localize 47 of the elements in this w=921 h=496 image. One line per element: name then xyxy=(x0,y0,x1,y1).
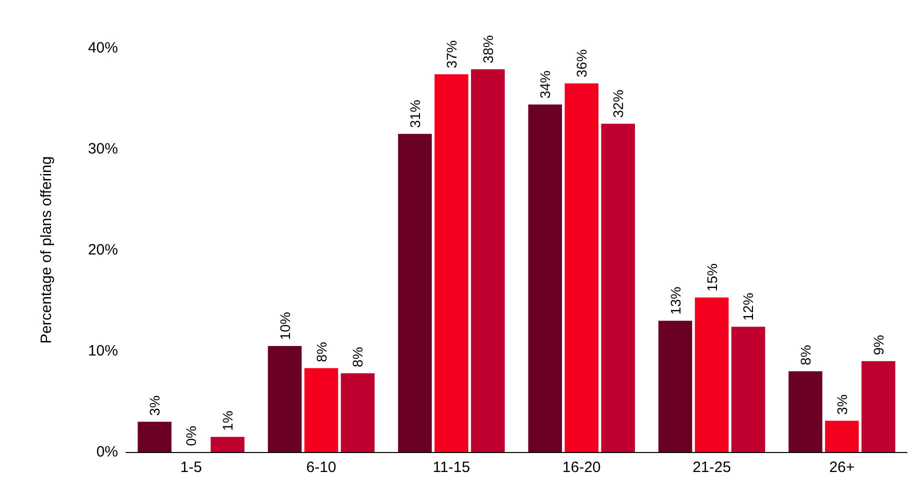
data-label: 8% xyxy=(797,344,814,366)
bar xyxy=(564,83,598,452)
bar xyxy=(862,361,896,452)
x-tick-label: 26+ xyxy=(829,459,855,476)
y-axis-title: Percentage of plans offering xyxy=(38,156,55,344)
bar xyxy=(528,104,562,452)
data-label: 8% xyxy=(350,346,366,368)
bar xyxy=(340,373,375,452)
bar xyxy=(210,436,244,452)
data-label: 8% xyxy=(313,342,330,362)
x-tick-label: 1-5 xyxy=(180,459,202,476)
bar xyxy=(268,346,302,452)
y-tick-label: 40% xyxy=(88,40,118,56)
x-tick-label: 16-20 xyxy=(562,459,601,476)
y-tick-label: 10% xyxy=(88,342,118,360)
data-label: 12% xyxy=(740,292,756,321)
bar xyxy=(731,326,766,452)
data-label: 0% xyxy=(183,426,200,446)
data-label: 36% xyxy=(574,49,590,78)
bar xyxy=(138,422,172,452)
x-tick-label: 21-25 xyxy=(692,459,731,476)
bar xyxy=(601,124,635,452)
data-label: 3% xyxy=(146,395,163,416)
data-label: 38% xyxy=(480,35,496,64)
bar xyxy=(658,320,692,452)
bar xyxy=(825,420,859,452)
data-label: 9% xyxy=(870,334,886,356)
data-label: 34% xyxy=(537,70,554,99)
data-label: 10% xyxy=(276,312,293,340)
data-label: 32% xyxy=(610,90,626,118)
bar xyxy=(788,371,822,452)
bar xyxy=(694,297,729,452)
y-tick-label: 30% xyxy=(88,140,118,158)
data-label: 3% xyxy=(834,394,850,415)
bar xyxy=(304,368,338,452)
x-tick-label: 11-15 xyxy=(432,459,470,476)
x-tick-label: 6-10 xyxy=(306,459,336,476)
data-label: 37% xyxy=(443,40,460,68)
bar xyxy=(471,69,505,452)
bar xyxy=(434,74,468,452)
bar xyxy=(398,134,432,452)
data-label: 1% xyxy=(220,410,236,431)
data-label: 31% xyxy=(406,100,423,128)
y-tick-label: 0% xyxy=(96,444,118,460)
y-tick-label: 20% xyxy=(88,242,118,258)
data-label: 13% xyxy=(667,286,684,315)
data-label: 15% xyxy=(704,263,720,292)
